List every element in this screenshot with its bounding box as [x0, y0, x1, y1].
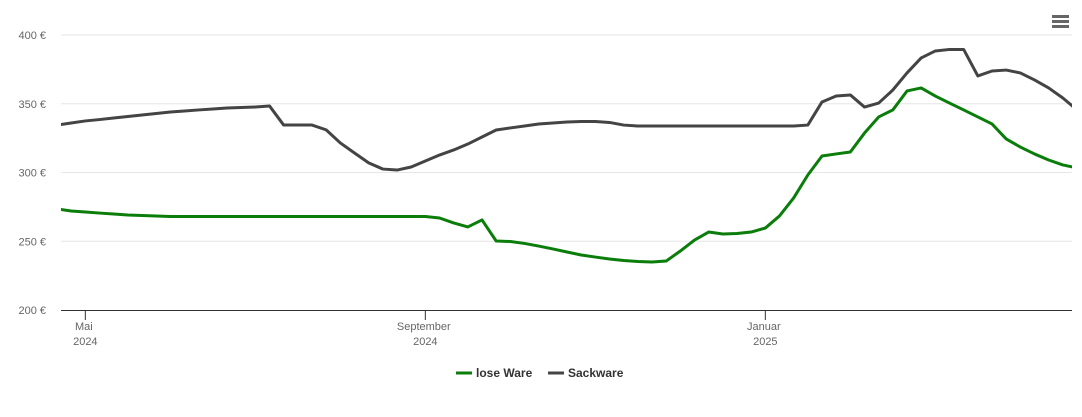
y-tick-label: 350 € [18, 99, 46, 111]
legend-label: Sackware [568, 366, 624, 380]
menu-bar [1052, 25, 1069, 28]
x-tick-label: September 2024 [397, 321, 454, 348]
legend: lose Ware Sackware [456, 366, 624, 380]
y-tick-label: 400 € [18, 30, 46, 42]
x-tick-label: Mai 2024 [73, 321, 97, 348]
y-tick-label: 200 € [18, 305, 46, 317]
y-tick-label: 250 € [18, 236, 46, 248]
menu-bar [1052, 20, 1069, 23]
legend-label: lose Ware [476, 366, 533, 380]
menu-button[interactable] [1052, 15, 1069, 28]
y-tick-label: 300 € [18, 168, 46, 180]
series-line [61, 47, 1072, 172]
series-line [61, 86, 1072, 264]
menu-bar [1052, 15, 1069, 18]
x-tick-label: Januar 2025 [747, 321, 784, 348]
